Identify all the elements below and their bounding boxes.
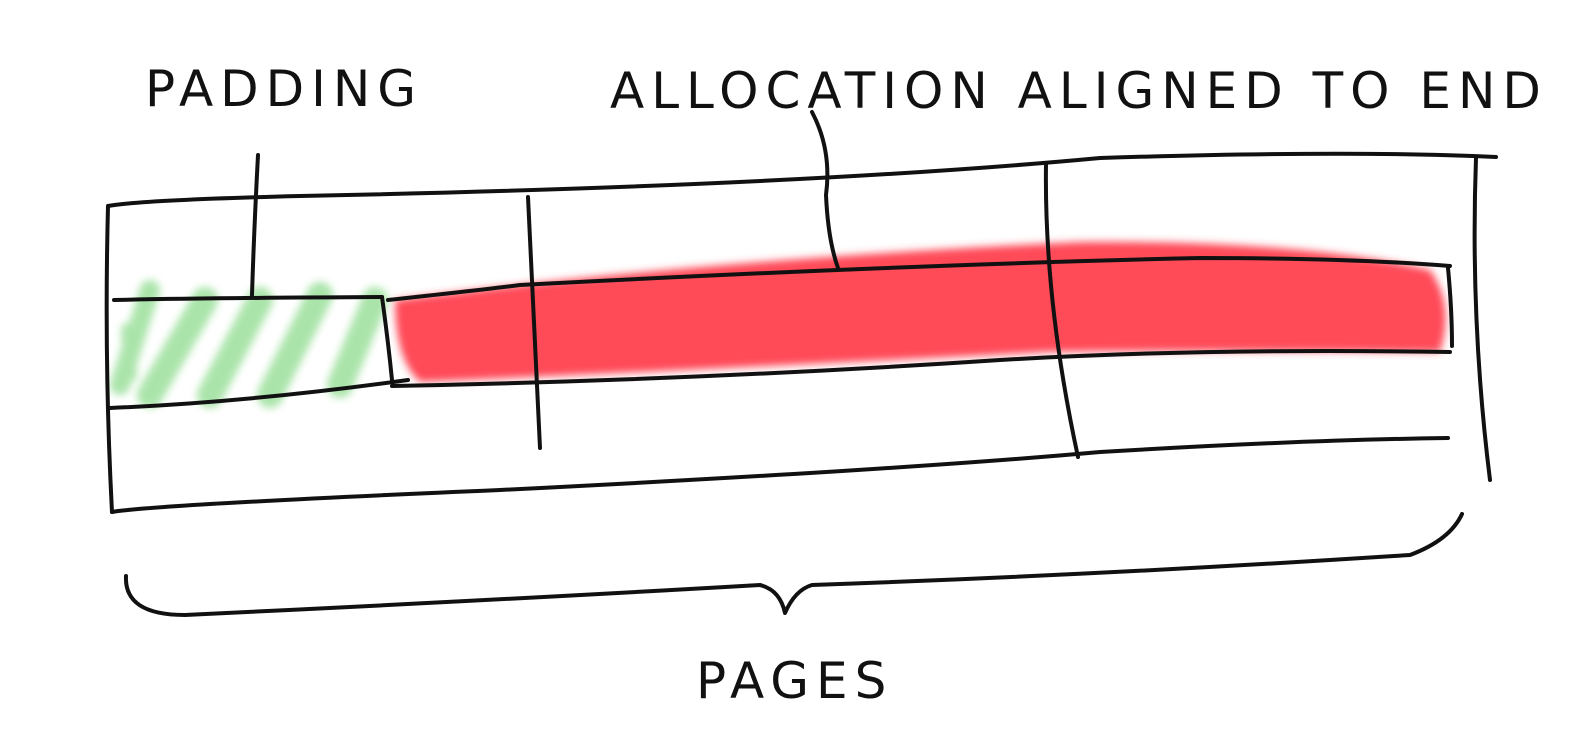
allocation-leader-line [810, 110, 840, 270]
padding-box-right [380, 295, 394, 382]
pages-strip-bottom-edge [110, 436, 1450, 514]
pages-strip-right-edge [1472, 156, 1492, 482]
pages-strip-left-edge [104, 204, 114, 514]
pages-label: PAGES [696, 652, 893, 710]
padding-box-bottom [108, 378, 410, 410]
padding-leader-line [250, 153, 260, 297]
page-divider-1 [526, 195, 542, 450]
page-divider-2 [1043, 162, 1080, 459]
pages-strip-top-edge [106, 151, 1498, 208]
pages-brace [123, 512, 1464, 617]
allocation-box-right [1446, 266, 1454, 348]
allocation-label: ALLOCATION ALIGNED TO END [610, 62, 1548, 120]
allocation-box-bottom [390, 349, 1452, 388]
padding-region [110, 280, 388, 408]
allocation-region [395, 241, 1446, 382]
padding-box-top [112, 295, 384, 302]
padding-label: PADDING [145, 60, 423, 118]
allocation-box-top [386, 256, 1452, 302]
